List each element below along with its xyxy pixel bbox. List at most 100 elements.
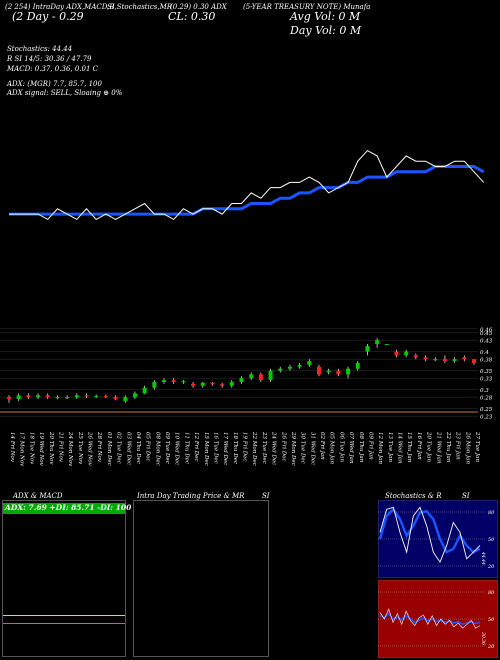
candle [297,363,302,369]
x-tick-label: 05 Mon Jan [329,432,335,464]
candle [462,355,467,362]
candle [142,385,147,395]
candle-body [55,397,60,399]
y-tick-label: 0.46 [480,327,493,333]
header-company: (5-YEAR TREASURY NOTE) Munafa [243,3,371,11]
candle-body [278,368,283,371]
candle-body [346,368,351,375]
x-tick-label: 09 Fri Jan [367,432,373,460]
candle-body [268,370,273,381]
candle-body [74,395,79,398]
x-tick-label: 26 Wed Nov [87,431,93,467]
candle-body [181,381,186,383]
intraday-panel-si: SI [262,492,270,500]
x-tick-label: 16 Fri Jan [416,432,422,460]
x-tick-label: 19 Fri Dec [242,432,248,461]
candle [210,382,215,386]
candle [268,368,273,382]
candle-body [355,363,360,369]
stoch-value-label: 44.44 [480,551,486,565]
candle [452,357,457,363]
candle-body [113,396,118,400]
x-tick-label: 25 Tue Nov [77,431,83,465]
candle [404,349,409,358]
candle [103,394,108,398]
candle-body [404,351,409,356]
x-tick-label: 12 Fri Dec [193,432,199,461]
x-tick-label: 26 Fri Dec [280,431,286,461]
candle [394,349,399,358]
x-tick-label: 23 Fri Jan [455,431,461,460]
candle-body [65,397,70,399]
stoch-tick: 20 [487,564,495,570]
stoch-line [379,506,481,564]
candle [384,344,389,345]
x-tick-label: 28 Fri Nov [96,431,102,463]
x-tick-label: 15 Thu Jan [406,432,412,463]
candle [287,364,292,371]
candle-body [36,395,41,398]
y-tick-label: 0.23 [480,415,493,421]
candle-body [433,359,438,361]
header-line1-right: (0.29) 0.30 ADX [170,3,227,11]
y-tick-label: 0.43 [480,339,493,345]
x-tick-label: 24 Wed Dec [271,431,277,465]
candle [278,366,283,373]
adx-panel: ADX: 7.69 +DI: 85.71 -DI: 100 [2,500,131,657]
candle-body [472,359,476,363]
stoch-tick: 50 [488,537,495,543]
candle-body [191,383,196,386]
y-tick-label: 0.35 [480,369,493,375]
x-tick-label: 14 Wed Jan [397,432,403,464]
macd-readout: MACD: 0.37, 0.36, 0.01 C [7,65,99,73]
rsi-tick: 20 [487,644,495,650]
candle [423,355,428,362]
y-tick-label: 0.25 [480,407,493,413]
x-tick-label: 11 Thu Dec [183,432,189,464]
candle-body [162,380,166,382]
candle [74,393,79,400]
x-tick-label: 03 Wed Dec [125,432,131,465]
candle [355,361,360,371]
intraday-panel-title: Intra Day Trading Price & MR [137,492,245,500]
rsi-line [379,608,481,629]
candle [55,395,60,400]
candle-body [375,340,380,344]
candle-body [249,374,254,379]
candle-body [326,370,331,373]
x-tick-label: 02 Tue Dec [116,432,122,464]
adx-signal-readout: ADX signal: SELL, Sloaing ⊕ 0% [7,89,123,97]
y-tick-label: 0.33 [480,377,493,383]
candle-body [307,361,312,365]
volume-line [9,149,485,221]
candle-body [142,387,147,394]
candle-body [317,366,321,375]
candle-body [452,359,457,362]
x-tick-label: 27 Tue Jan [474,431,480,462]
candle-body [365,345,370,352]
x-tick-label: 17 Wed Dec [222,432,228,465]
candle [113,395,118,401]
candle-body [84,395,89,397]
x-tick-label: 21 Wed Jan [435,431,441,464]
x-tick-label: 18 Tue Nov [28,432,34,465]
x-tick-label: 13 Tue Jan [387,432,393,462]
candle-body [462,357,467,360]
candle-body [258,374,263,381]
x-tick-label: 09 Tue Dec [164,432,170,464]
candle [258,372,263,382]
x-tick-label: 24 Mon Nov [67,431,73,467]
x-tick-label: 29 Mon Dec [290,431,296,466]
candle-body [45,395,50,398]
candle-body [132,393,137,398]
candle-body [442,359,447,362]
candle [123,395,128,403]
header-line2-left: (2 Day - 0.29 [12,10,84,23]
candle-body [384,344,389,345]
x-tick-label: 20 Tue Jan [426,431,432,462]
x-tick-label: 21 Fri Nov [57,431,63,463]
x-tick-label: 12 Mon Jan [377,432,383,464]
candle [433,357,438,362]
intraday-panel [133,500,269,657]
